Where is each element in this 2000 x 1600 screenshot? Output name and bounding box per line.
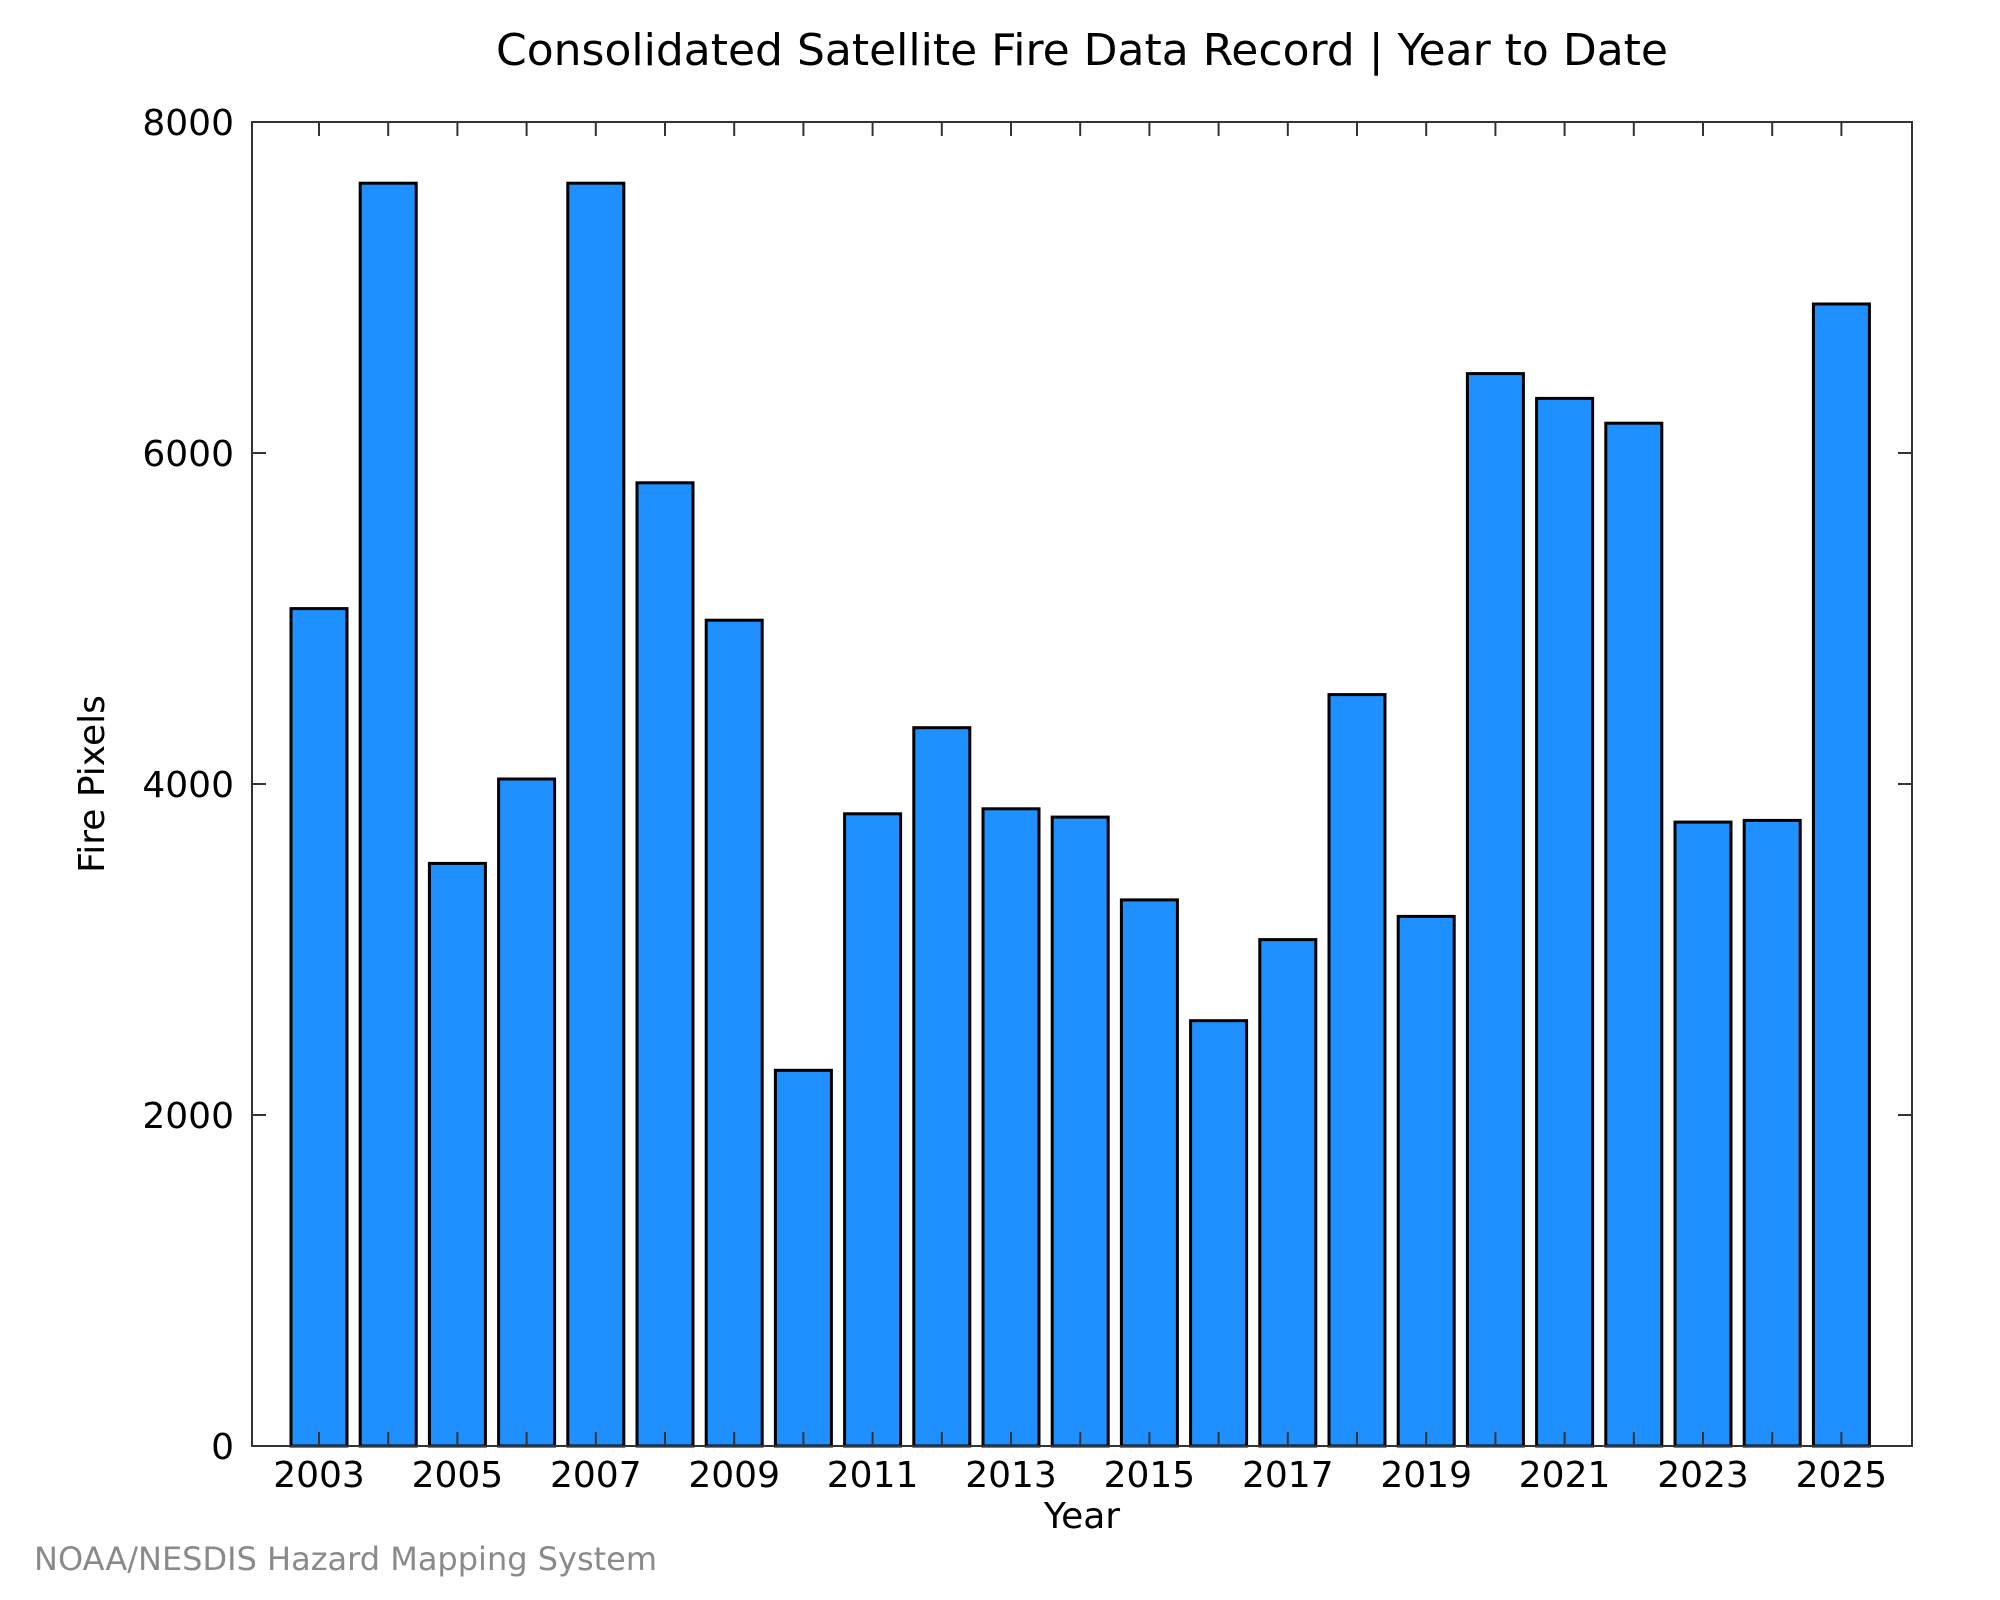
x-tick-label: 2017 bbox=[1242, 1455, 1334, 1496]
y-tick-label: 8000 bbox=[142, 103, 234, 144]
y-axis-label: Fire Pixels bbox=[72, 695, 113, 873]
bar-2019 bbox=[1396, 914, 1456, 1448]
x-tick-label: 2023 bbox=[1657, 1455, 1749, 1496]
bar-2012 bbox=[912, 726, 972, 1448]
bar-2018 bbox=[1327, 693, 1387, 1448]
y-axis: 0 2000 4000 6000 8000 bbox=[142, 103, 1912, 1468]
bar-2025 bbox=[1811, 302, 1871, 1448]
chart-title: Consolidated Satellite Fire Data Record … bbox=[496, 25, 1668, 76]
y-tick-label: 0 bbox=[211, 1427, 234, 1468]
y-tick-label: 2000 bbox=[142, 1096, 234, 1137]
x-tick-label: 2013 bbox=[965, 1455, 1057, 1496]
source-credit: NOAA/NESDIS Hazard Mapping System bbox=[34, 1540, 658, 1578]
bar-2010 bbox=[773, 1068, 833, 1448]
x-tick-label: 2005 bbox=[412, 1455, 504, 1496]
x-tick-label: 2007 bbox=[550, 1455, 642, 1496]
bar-2008 bbox=[635, 481, 695, 1448]
bar-2013 bbox=[981, 807, 1041, 1448]
bars-group bbox=[289, 181, 1871, 1448]
bar-2024 bbox=[1742, 818, 1802, 1448]
x-axis: 2003 2005 2007 2009 2011 2013 2015 2017 2019 2021… bbox=[273, 122, 1887, 1496]
bar-2009 bbox=[704, 618, 764, 1448]
x-tick-label: 2019 bbox=[1380, 1455, 1472, 1496]
bar-2005 bbox=[427, 861, 487, 1448]
bar-2003 bbox=[289, 607, 349, 1448]
bar-2007 bbox=[566, 181, 626, 1448]
bar-2016 bbox=[1189, 1019, 1249, 1448]
x-tick-label: 2025 bbox=[1796, 1455, 1888, 1496]
bar-2021 bbox=[1535, 396, 1595, 1448]
bar-2011 bbox=[843, 812, 903, 1448]
x-tick-label: 2015 bbox=[1104, 1455, 1196, 1496]
y-tick-label: 4000 bbox=[142, 765, 234, 806]
x-tick-label: 2011 bbox=[827, 1455, 919, 1496]
x-tick-label: 2009 bbox=[688, 1455, 780, 1496]
bar-2014 bbox=[1050, 815, 1110, 1448]
bar-2022 bbox=[1604, 421, 1664, 1448]
x-tick-label: 2003 bbox=[273, 1455, 365, 1496]
bar-2015 bbox=[1119, 898, 1179, 1448]
bar-2017 bbox=[1258, 938, 1318, 1448]
bar-2020 bbox=[1465, 372, 1525, 1448]
bar-2023 bbox=[1673, 820, 1733, 1448]
x-axis-label: Year bbox=[1043, 1496, 1120, 1537]
x-tick-label: 2021 bbox=[1519, 1455, 1611, 1496]
y-tick-label: 6000 bbox=[142, 434, 234, 475]
bar-2004 bbox=[358, 181, 418, 1448]
bar-2006 bbox=[497, 777, 557, 1448]
